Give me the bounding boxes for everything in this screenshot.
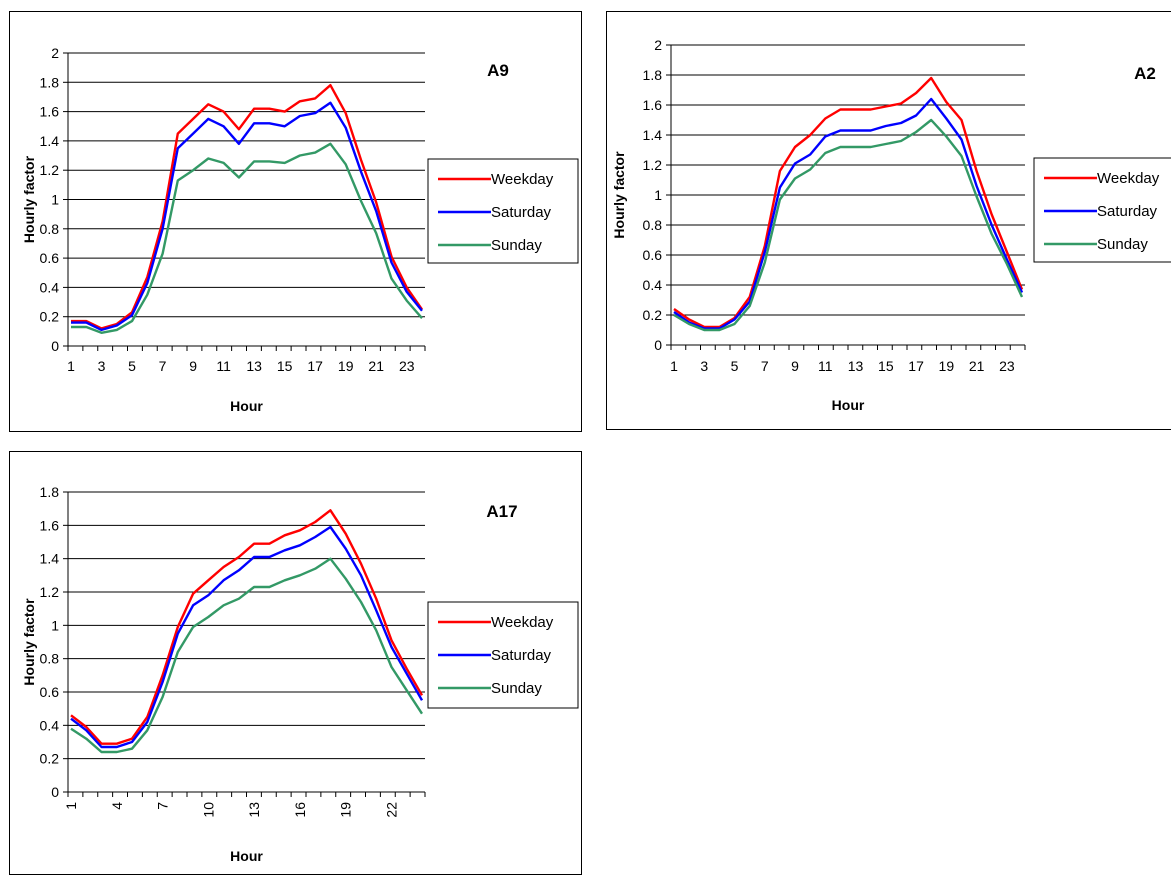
a9-x-axis-label: Hour [230,398,263,414]
a2-legend-label-sunday: Sunday [1097,236,1148,253]
a2-series-weekday [673,76,1024,329]
a2-x-tick-label: 9 [791,358,799,374]
a2-legend-label-saturday: Saturday [1097,203,1158,220]
a2-y-tick-label: 0 [654,337,662,353]
a9-x-tick-label: 23 [399,358,415,374]
a9-y-tick-label: 0.2 [40,309,60,325]
a17-series-saturday [70,525,424,749]
a17-x-tick-label: 19 [338,802,354,818]
a17-y-tick-label: 0.2 [40,751,60,767]
a17-x-tick-label: 13 [246,802,262,818]
a2-chart-title: A2 [1134,64,1156,83]
a9-x-tick-label: 9 [189,358,197,374]
a17-y-tick-label: 1 [51,617,59,633]
a9-y-tick-label: 1.8 [40,74,60,90]
a9-legend-label-sunday: Sunday [491,237,542,254]
a2-y-tick-label: 1.8 [643,67,663,83]
chart-panel-a17: 0 0.2 0.4 0.6 0.8 1 1.2 1.4 1.6 1.8 1 4 7 10 13 16 19 22 H… [9,451,582,875]
a9-legend-label-saturday: Saturday [491,204,552,221]
a2-y-tick-label: 0.4 [643,277,663,293]
a17-x-tick-label: 16 [292,802,308,818]
a2-y-tick-label: 1.6 [643,97,663,113]
chart-a9: 00.20.40.60.811.21.41.61.821 3 5 7 9 11 13 15 17… [21,45,579,414]
a9-x-tick-label: 1 [67,358,75,374]
a2-x-tick-label: 7 [761,358,769,374]
a2-x-tick-label: 23 [999,358,1015,374]
a9-x-tick-label: 21 [368,358,384,374]
a17-y-tick-label: 1.2 [40,584,60,600]
a9-series-weekday [71,83,423,330]
a9-x-tick-label: 13 [246,358,262,374]
a17-y-tick-label: 1.6 [40,517,60,533]
a2-y-tick-label: 1 [654,187,662,203]
a2-y-tick-label: 0.2 [643,307,663,323]
chart-panel-a2: 0 0.2 0.4 0.6 0.8 1 1.2 1.4 1.6 1.8 2 1 3 5 7 9 11 13 15 17… [606,11,1171,430]
a2-x-tick-label: 13 [848,358,864,374]
a2-x-axis-label: Hour [832,397,865,413]
a9-series-saturday [71,101,423,332]
a2-series-sunday [673,118,1024,332]
a2-y-tick-label: 0.6 [643,247,663,263]
a2-series-saturday [673,97,1024,330]
a2-y-tick-label: 1.4 [643,127,663,143]
a17-legend-label-weekday: Weekday [491,614,554,631]
a9-series-sunday [71,142,423,334]
a2-legend-label-weekday: Weekday [1097,170,1160,187]
a17-x-tick-label: 7 [155,802,171,810]
a2-y-tick-label: 0.8 [643,217,663,233]
a17-x-tick-label: 22 [383,802,399,818]
a17-y-tick-label: 0.8 [40,651,60,667]
a9-x-tick-label: 3 [98,358,106,374]
a2-x-tick-label: 3 [700,358,708,374]
a2-x-tick-label: 1 [670,358,678,374]
a9-y-tick-label: 0 [51,338,59,354]
chart-panel-a9: 0 0.2 0.4 0.6 0.8 1 1.2 1.4 1.6 1.8 2 1 3 5 7 9 11 13 15 17… [9,11,582,432]
a9-x-tick-label: 5 [128,358,136,374]
a17-x-axis-label: Hour [230,848,263,864]
a17-y-tick-label: 0 [51,784,59,800]
a9-x-tick-label: 19 [338,358,354,374]
a2-x-tick-label: 21 [969,358,985,374]
a9-chart-title: A9 [487,61,509,80]
a17-x-tick-label: 10 [200,802,216,818]
a2-x-tick-label: 15 [878,358,894,374]
a9-y-tick-label: 0.8 [40,221,60,237]
a9-y-tick-label: 0.4 [40,279,60,295]
a2-x-tick-label: 19 [939,358,955,374]
chart-a2: 00.20.40.60.811.21.41.61.821 3 5 7 9 11 13 15 17… [611,37,1171,413]
a9-x-tick-label: 17 [307,358,323,374]
a9-y-tick-label: 1.4 [40,133,60,149]
a17-chart-title: A17 [486,502,517,521]
a17-legend-label-saturday: Saturday [491,647,552,664]
a2-y-tick-label: 1.2 [643,157,663,173]
a9-x-tick-label: 15 [277,358,293,374]
a9-y-tick-label: 1.2 [40,162,60,178]
a17-series-sunday [70,557,424,754]
a17-y-tick-label: 1.8 [40,484,60,500]
a17-legend-label-sunday: Sunday [491,680,542,697]
a9-x-tick-label: 11 [216,358,231,374]
a9-x-tick-label: 7 [159,358,167,374]
a17-y-tick-label: 0.6 [40,684,60,700]
a9-legend-label-weekday: Weekday [491,171,554,188]
a9-y-tick-label: 2 [51,45,59,61]
a17-y-tick-label: 0.4 [40,717,60,733]
a17-x-tick-label: 1 [63,802,79,810]
a17-y-tick-label: 1.4 [40,551,60,567]
a9-y-tick-label: 1 [51,192,59,208]
a9-y-axis-label: Hourly factor [21,155,37,243]
a2-y-axis-label: Hourly factor [611,151,627,239]
chart-a17: 0 0.2 0.4 0.6 0.8 1 1.2 1.4 1.6 1.8 1 4 7 10 13 16 19 22 H… [21,484,579,864]
a2-y-tick-label: 2 [654,37,662,53]
a2-x-tick-label: 11 [818,358,833,374]
a9-y-tick-label: 1.6 [40,104,60,120]
a17-y-axis-label: Hourly factor [21,598,37,686]
a9-y-tick-label: 0.6 [40,250,60,266]
a2-x-tick-label: 5 [731,358,739,374]
a2-x-tick-label: 17 [908,358,924,374]
a17-series-weekday [70,509,424,745]
a17-x-tick-label: 4 [109,802,125,810]
